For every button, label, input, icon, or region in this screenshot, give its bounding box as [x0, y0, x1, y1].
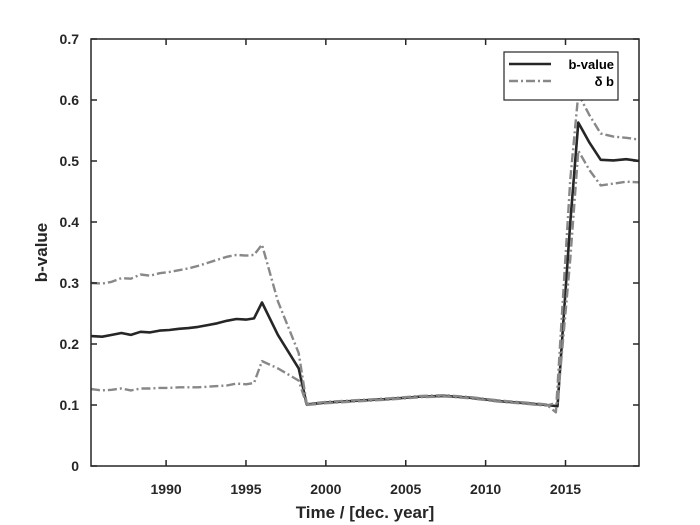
y-tick-label: 0.2	[60, 336, 80, 352]
x-tick-label: 1990	[151, 481, 182, 497]
series-layer	[90, 92, 640, 414]
legend-box	[503, 51, 619, 101]
legend-label-1: b-value	[568, 57, 614, 72]
y-tick-label: 0.3	[60, 275, 80, 291]
y-axis-label: b-value	[32, 223, 51, 283]
x-axis-label: Time / [dec. year]	[296, 503, 435, 522]
y-tick-label: 0.4	[60, 214, 80, 230]
y-tick-label: 0	[71, 458, 79, 474]
x-tick-label: 1995	[230, 481, 261, 497]
y-tick-label: 0.1	[60, 397, 80, 413]
x-tick-label: 2015	[550, 481, 581, 497]
plot-area	[91, 39, 639, 466]
y-tick-label: 0.7	[60, 31, 80, 47]
legend-label-2: δ b	[595, 74, 614, 89]
axes-layer: 1990 1995 2000 2005 2010 2015 0 0.1 0.2 0.3 0.4 0.5…	[60, 31, 640, 497]
legend: b-value δ b	[503, 51, 619, 101]
x-tick-label: 2010	[470, 481, 501, 497]
axes-frame	[90, 38, 640, 467]
y-tick-label: 0.5	[60, 153, 80, 169]
x-tick-label: 2000	[310, 481, 341, 497]
x-tick-label: 2005	[390, 481, 421, 497]
series-line-3	[90, 149, 640, 407]
y-tick-label: 0.6	[60, 92, 80, 108]
series-line-1	[90, 121, 640, 408]
series-line-2	[90, 92, 640, 414]
